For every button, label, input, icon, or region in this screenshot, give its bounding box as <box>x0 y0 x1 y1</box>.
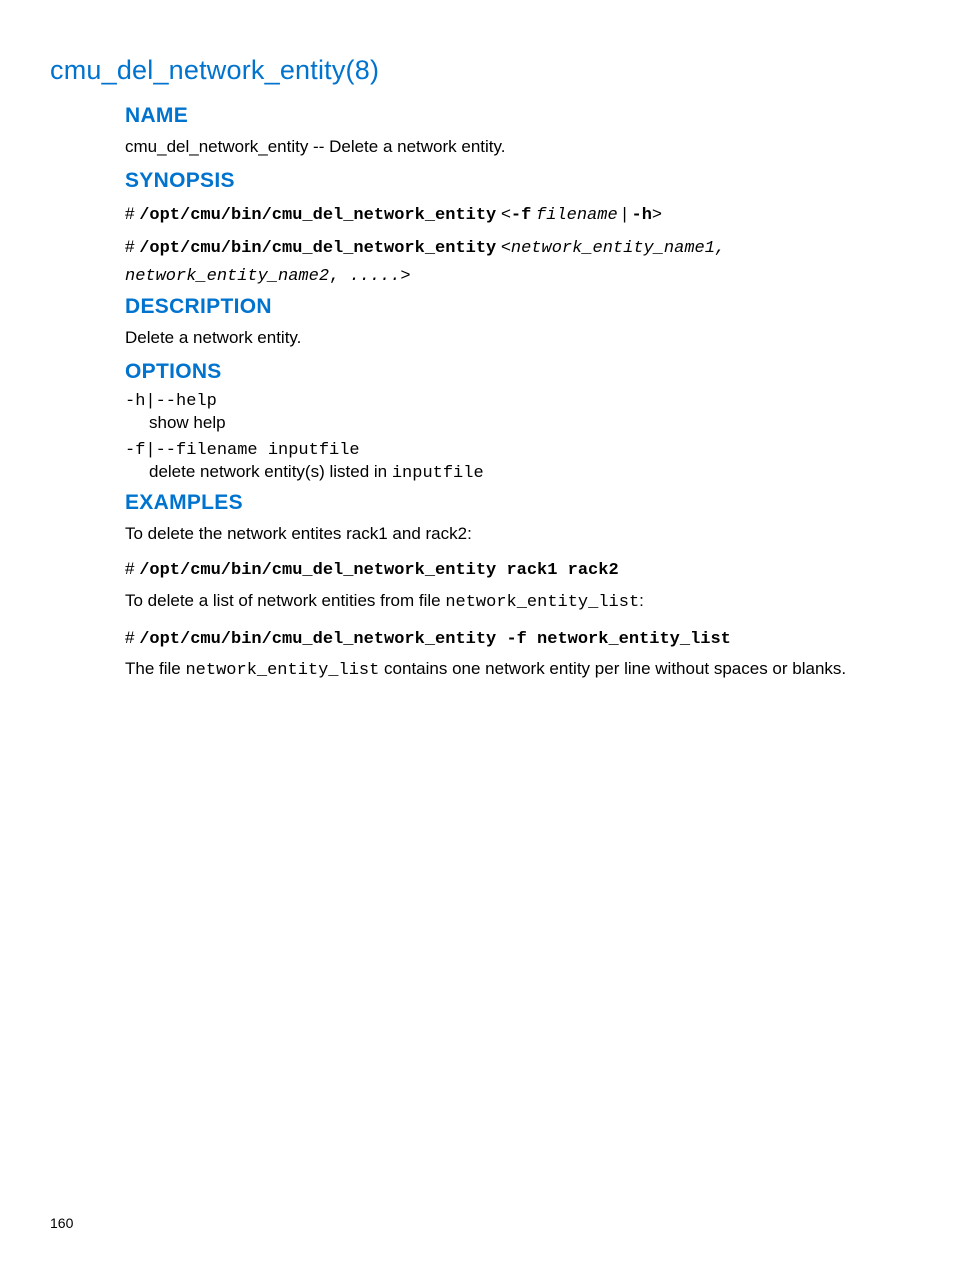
name-desc: -- Delete a network entity. <box>308 137 505 156</box>
bracket-close: > <box>400 265 410 284</box>
synopsis-cmd: /opt/cmu/bin/cmu_del_network_entity <box>139 239 496 258</box>
prompt: # <box>125 559 139 578</box>
heading-synopsis: SYNOPSIS <box>125 169 904 193</box>
prompt: # <box>125 628 139 647</box>
dots: ..... <box>349 267 400 286</box>
option-filename-desc: delete network entity(s) listed in input… <box>149 462 904 483</box>
option-help-desc: show help <box>149 413 904 433</box>
intro2-prefix: To delete a list of network entities fro… <box>125 591 445 610</box>
example-intro-1: To delete the network entites rack1 and … <box>125 523 904 546</box>
intro2-code: network_entity_list <box>445 593 639 612</box>
content-block: NAME cmu_del_network_entity -- Delete a … <box>125 104 904 683</box>
flag-f: -f <box>511 206 531 225</box>
bracket-open: < <box>496 204 511 223</box>
synopsis-line-2: # /opt/cmu/bin/cmu_del_network_entity <n… <box>125 234 904 289</box>
example-intro-2: To delete a list of network entities fro… <box>125 590 904 615</box>
arg-filename: filename <box>536 206 618 225</box>
heading-examples: EXAMPLES <box>125 491 904 515</box>
heading-description: DESCRIPTION <box>125 295 904 319</box>
page-title: cmu_del_network_entity(8) <box>50 55 904 86</box>
note-prefix: The file <box>125 659 185 678</box>
pipe: | <box>618 204 632 223</box>
example-cmd-2: # /opt/cmu/bin/cmu_del_network_entity -f… <box>125 625 904 653</box>
heading-options: OPTIONS <box>125 360 904 384</box>
flag-h: -h <box>632 206 652 225</box>
synopsis-cmd: /opt/cmu/bin/cmu_del_network_entity <box>139 206 496 225</box>
example-cmd-1: # /opt/cmu/bin/cmu_del_network_entity ra… <box>125 556 904 584</box>
bracket-open: < <box>496 237 511 256</box>
example-note: The file network_entity_list contains on… <box>125 658 904 683</box>
prompt: # <box>125 204 139 223</box>
cmd-text: /opt/cmu/bin/cmu_del_network_entity rack… <box>139 561 618 580</box>
note-code: network_entity_list <box>185 661 379 680</box>
opt-desc-code: inputfile <box>392 464 484 483</box>
synopsis-line-1: # /opt/cmu/bin/cmu_del_network_entity <-… <box>125 201 904 229</box>
name-text: cmu_del_network_entity -- Delete a netwo… <box>125 136 904 159</box>
sep: , <box>329 267 349 286</box>
opt-desc-text: delete network entity(s) listed in <box>149 462 392 481</box>
option-help-term: -h|--help <box>125 392 904 411</box>
note-suffix: contains one network entity per line wit… <box>379 659 846 678</box>
manpage: cmu_del_network_entity(8) NAME cmu_del_n… <box>0 0 954 1271</box>
option-filename-term: -f|--filename inputfile <box>125 441 904 460</box>
page-number: 160 <box>50 1215 73 1231</box>
heading-name: NAME <box>125 104 904 128</box>
intro2-suffix: : <box>639 591 644 610</box>
cmd-text: /opt/cmu/bin/cmu_del_network_entity -f n… <box>139 630 731 649</box>
bracket-close: > <box>652 204 662 223</box>
name-cmd: cmu_del_network_entity <box>125 137 308 156</box>
prompt: # <box>125 237 139 256</box>
description-text: Delete a network entity. <box>125 327 904 350</box>
